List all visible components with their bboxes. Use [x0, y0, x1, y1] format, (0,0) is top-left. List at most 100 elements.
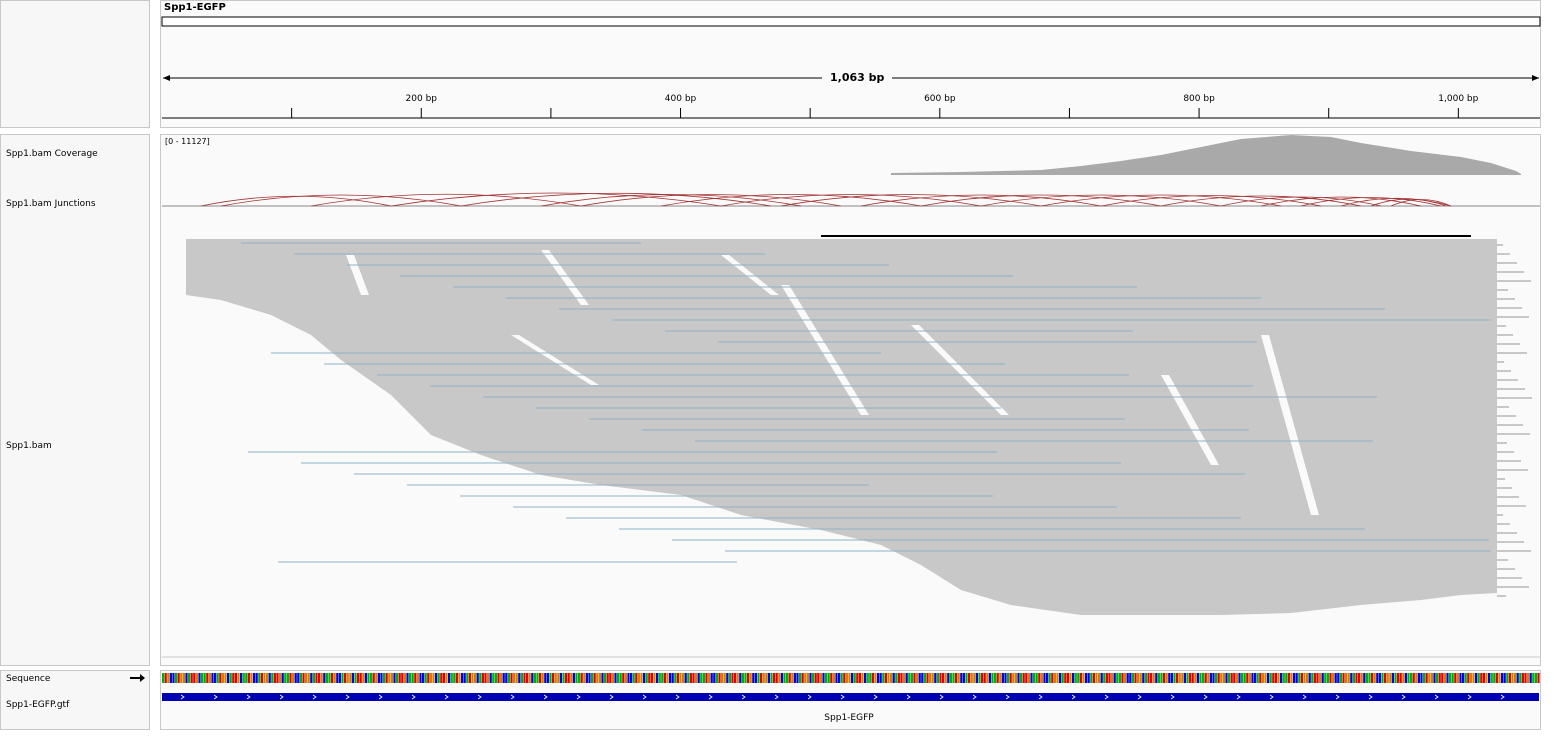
sequence-base: [367, 673, 370, 683]
junction-arc: [1100, 195, 1322, 207]
sequence-track-name[interactable]: Sequence: [6, 674, 51, 684]
sequence-base: [1209, 673, 1212, 683]
strand-chevron: [1203, 694, 1208, 700]
sequence-base: [812, 673, 815, 683]
sequence-base: [1056, 673, 1059, 683]
ruler-panel[interactable]: Spp1-EGFP 1,063 bp 200 bp 400 bp 600 bp 800…: [160, 0, 1541, 128]
ruler-tick-label: 600 bp: [924, 94, 956, 104]
strand-chevron: [1368, 694, 1373, 700]
feature-data-panel[interactable]: [160, 670, 1541, 730]
sequence-base: [744, 673, 747, 683]
sequence-base: [936, 673, 939, 683]
sequence-base: [1415, 673, 1418, 683]
sequence-base: [739, 673, 742, 683]
sequence-base: [715, 673, 718, 683]
sequence-base: [429, 673, 432, 683]
sequence-base: [635, 673, 638, 683]
sequence-base: [245, 673, 248, 683]
sequence-base: [1009, 673, 1012, 683]
sequence-base: [822, 673, 825, 683]
sequence-base: [567, 673, 570, 683]
sequence-base: [310, 673, 313, 683]
sequence-base: [520, 673, 523, 683]
sequence-base: [1516, 673, 1519, 683]
sequence-base: [1345, 673, 1348, 683]
sequence-base: [853, 673, 856, 683]
sequence-base: [1459, 673, 1462, 683]
alignment-track-name[interactable]: Spp1.bam: [6, 441, 52, 451]
sequence-base: [754, 673, 757, 683]
ruler[interactable]: [161, 1, 1542, 129]
sequence-base: [1027, 673, 1030, 683]
sequence-base: [455, 673, 458, 683]
sequence-base: [1438, 673, 1441, 683]
locus-name: Spp1-EGFP: [164, 2, 226, 13]
splice-gap: [781, 285, 869, 415]
sequence-base: [643, 673, 646, 683]
sequence-base: [775, 673, 778, 683]
ruler-tick-label: 200 bp: [405, 94, 437, 104]
sequence-base: [845, 673, 848, 683]
sequence-base: [1319, 673, 1322, 683]
sequence-base: [546, 673, 549, 683]
sequence-base: [513, 673, 516, 683]
sequence-base: [1441, 673, 1444, 683]
alignment-view[interactable]: [161, 135, 1541, 666]
junction-arc: [660, 194, 922, 207]
sequence-base: [858, 673, 861, 683]
splice-gap: [1261, 335, 1319, 515]
junctions-track-name[interactable]: Spp1.bam Junctions: [6, 199, 96, 209]
track-data-panel[interactable]: [0 - 11127]: [160, 134, 1541, 666]
sequence-base: [983, 673, 986, 683]
sequence-base: [1074, 673, 1077, 683]
sequence-base: [533, 673, 536, 683]
sequence-base: [1235, 673, 1238, 683]
sequence-base: [1519, 673, 1522, 683]
sequence-base: [762, 673, 765, 683]
sequence-base: [1490, 673, 1493, 683]
sequence-base: [994, 673, 997, 683]
sequence-base: [1053, 673, 1056, 683]
strand-chevron: [1401, 694, 1406, 700]
sequence-base: [562, 673, 565, 683]
sequence-base: [991, 673, 994, 683]
sequence-base: [221, 673, 224, 683]
sequence-base: [1443, 673, 1446, 683]
sequence-base: [1360, 673, 1363, 683]
sequence-base: [825, 673, 828, 683]
sequence-base: [1139, 673, 1142, 683]
sequence-base: [929, 673, 932, 683]
sequence-base: [1121, 673, 1124, 683]
sequence-base: [1196, 673, 1199, 683]
sequence-base: [749, 673, 752, 683]
sequence-base: [1061, 673, 1064, 683]
sequence-base: [169, 673, 172, 683]
sequence-and-gene-view[interactable]: [161, 671, 1541, 730]
sequence-base: [1035, 673, 1038, 683]
sequence-base: [1113, 673, 1116, 683]
right-arrow-icon[interactable]: [130, 673, 146, 683]
sequence-base: [801, 673, 804, 683]
sequence-base: [450, 673, 453, 683]
junction-arc: [980, 194, 1222, 207]
sequence-base: [1207, 673, 1210, 683]
sequence-base: [1152, 673, 1155, 683]
annotation-track-name[interactable]: Spp1-EGFP.gtf: [6, 700, 70, 710]
sequence-base: [598, 673, 601, 683]
splice-gap: [541, 250, 589, 305]
splice-gap: [911, 325, 1009, 415]
sequence-base: [325, 673, 328, 683]
sequence-base: [193, 673, 196, 683]
sequence-base: [328, 673, 331, 683]
coverage-track-name[interactable]: Spp1.bam Coverage: [6, 149, 98, 159]
sequence-base: [996, 673, 999, 683]
sequence-base: [944, 673, 947, 683]
sequence-base: [702, 673, 705, 683]
sequence-base: [832, 673, 835, 683]
strand-chevron: [312, 694, 317, 700]
sequence-base: [1157, 673, 1160, 683]
sequence-base: [536, 673, 539, 683]
sequence-base: [1243, 673, 1246, 683]
sequence-base: [1321, 673, 1324, 683]
sequence-base: [718, 673, 721, 683]
